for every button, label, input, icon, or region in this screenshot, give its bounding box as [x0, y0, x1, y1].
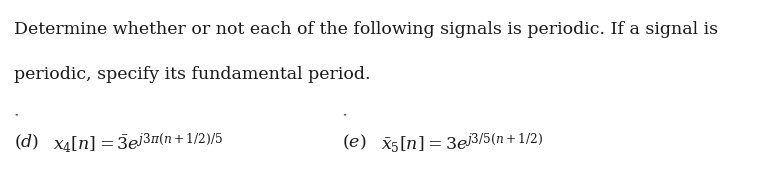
Text: $x_4[n] = \bar{3}e^{j3\pi(n+1/2)/5}$: $x_4[n] = \bar{3}e^{j3\pi(n+1/2)/5}$	[53, 131, 223, 155]
Text: $\mathit{(e)}$: $\mathit{(e)}$	[342, 133, 366, 152]
Text: $\mathit{(d)}$: $\mathit{(d)}$	[14, 133, 39, 152]
Text: periodic, specify its fundamental period.: periodic, specify its fundamental period…	[14, 66, 370, 83]
Text: $\bar{x}_5[n] = 3e^{j3/5(n+1/2)}$: $\bar{x}_5[n] = 3e^{j3/5(n+1/2)}$	[381, 131, 544, 155]
Text: Determine whether or not each of the following signals is periodic. If a signal : Determine whether or not each of the fol…	[14, 21, 718, 38]
